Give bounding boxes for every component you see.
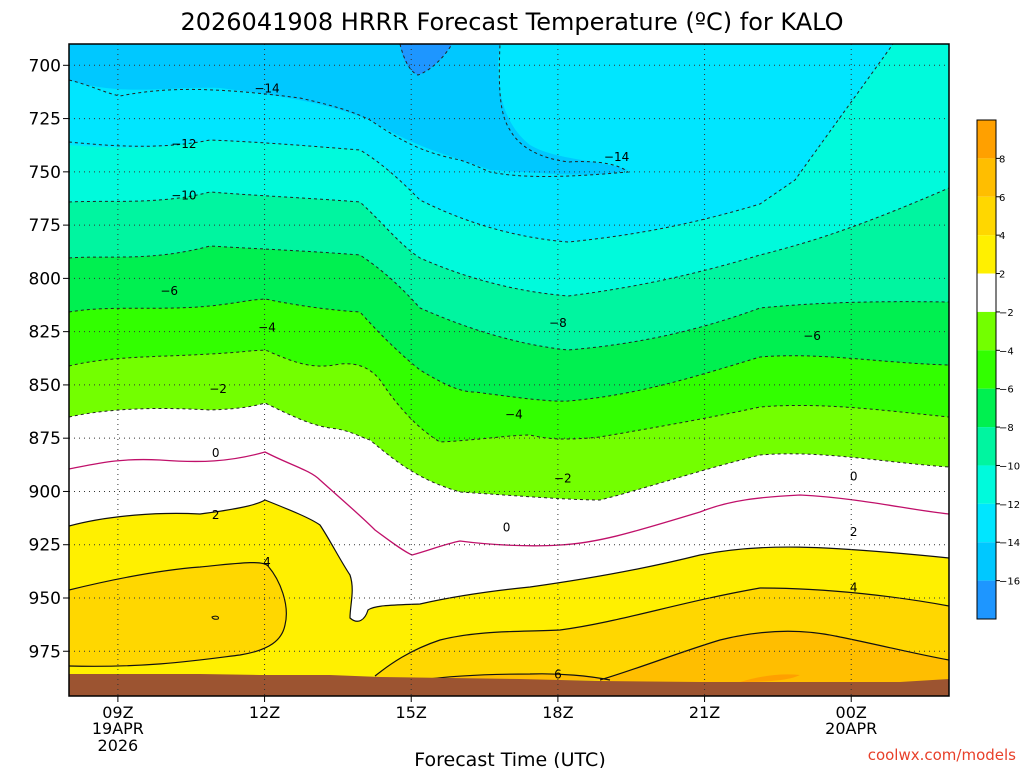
contour-label: −12 [171,137,196,151]
contour-minus-6 [69,298,949,402]
y-tick-label: 725 [29,110,61,130]
contour-4-small [211,615,219,620]
contour-4-right [374,587,949,677]
x-tick-label: 00Z [836,703,867,722]
contour-label: 0 [503,521,511,535]
contour-minus-16 [399,44,453,76]
y-tick-label: 825 [29,323,61,343]
contour-label: 0 [850,470,858,484]
colorbar-swatch [977,196,996,236]
band-6-to-8 [600,631,949,696]
contour-6-right [599,630,949,681]
contour-minus-12 [69,44,894,243]
contour-minus-14 [69,44,630,177]
x-tick-sublabel: 2026 [98,736,139,755]
x-tick-label: 09Z [102,703,133,722]
colorbar-tick-label: −4 [999,346,1014,357]
y-tick-label: 900 [29,482,61,502]
colorbar-tick-label: 4 [999,231,1005,242]
band-minus-16-to-minus-14 [69,44,628,175]
colorbar-tick-label: 8 [999,154,1005,165]
colorbar-tick-label: −16 [999,577,1020,588]
y-tick-label: 700 [29,56,61,76]
contour-label: −10 [171,188,196,202]
y-tick-label: 850 [29,376,61,396]
colorbar-tick-label: −6 [999,385,1014,396]
contour-label: −6 [803,329,821,343]
x-tick-sublabel: 19APR [92,719,144,738]
contour-minus-2 [69,402,949,501]
colorbar-swatch [977,542,996,581]
temperature-contours [69,44,949,681]
contour-label: 4 [263,555,271,569]
colorbar-swatch [977,311,996,351]
colorbar-swatch [977,158,996,197]
y-tick-label: 750 [29,163,61,183]
temperature-bands [69,44,949,696]
colorbar-swatch [977,120,996,159]
contour-label: 0 [212,446,220,460]
contour-label: 4 [850,580,858,594]
x-tick-label: 12Z [249,703,280,722]
band-8-to-10 [740,674,800,682]
colorbar-tick-label: −2 [999,308,1014,319]
y-tick-label: 800 [29,269,61,289]
colorbar-tick-label: −10 [999,461,1020,472]
band-minus-18-to-minus-16 [400,44,452,75]
colorbar-swatch [977,503,996,543]
colorbar-swatch [977,465,996,504]
x-tick-label: 21Z [689,703,720,722]
credit-text: coolwx.com/models [868,746,1016,764]
band-4-to-6 [69,562,287,667]
colorbar-swatch [977,350,996,389]
colorbar-tick-label: −14 [999,538,1020,549]
contour-label: −2 [209,382,227,396]
y-axis: 700 725 750 775 800 825 850 875 900 925 950 975 [29,56,69,662]
contour-minus-8 [69,245,949,351]
contour-label: −4 [505,408,523,422]
contour-label: 2 [212,508,220,522]
contour-label: −2 [554,472,572,486]
y-tick-label: 925 [29,536,61,556]
colorbar: −16 −14 −12 −10 −8 −6 −4 −2 2 4 6 8 [976,119,1020,620]
colorbar-swatch [977,235,996,274]
colorbar-tick-label: −8 [999,423,1014,434]
contour-label: −14 [254,82,279,96]
contour-4 [69,562,287,667]
colorbar-swatch [977,427,996,466]
colorbar-tick-label: 6 [999,193,1005,204]
chart-title: 2026041908 HRRR Forecast Temperature (ºC… [180,8,843,36]
contour-label: −4 [258,320,276,334]
contour-label: −8 [549,316,567,330]
contour-label: 6 [554,668,562,682]
x-axis-label: Forecast Time (UTC) [414,749,605,768]
contour-labels: −14 −14 −12 −10 −8 −6 −6 −4 −4 −2 −2 0 0 0 2 2 4 4 6 [160,82,858,682]
x-tick-label: 18Z [542,703,573,722]
colorbar-frame [976,119,997,620]
contour-label: −14 [604,150,629,164]
contour-6 [419,673,611,681]
contour-minus-4 [69,349,949,443]
contour-label: 2 [850,525,858,539]
y-tick-label: 875 [29,429,61,449]
plot-frame [68,43,950,697]
y-tick-label: 975 [29,642,61,662]
colorbar-tick-label: 2 [999,270,1005,281]
colorbar-swatch [977,388,996,428]
colorbar-swatch [977,580,996,619]
y-tick-label: 775 [29,216,61,236]
grid [69,44,949,696]
y-tick-label: 950 [29,589,61,609]
colorbar-tick-label: −12 [999,500,1020,511]
contour-zero [69,451,949,556]
contour-2 [69,499,949,622]
x-tick-sublabel: 20APR [825,719,877,738]
colorbar-swatch [977,273,996,312]
ground-fill [69,674,949,696]
contour-label: −6 [160,284,178,298]
x-tick-label: 15Z [396,703,427,722]
